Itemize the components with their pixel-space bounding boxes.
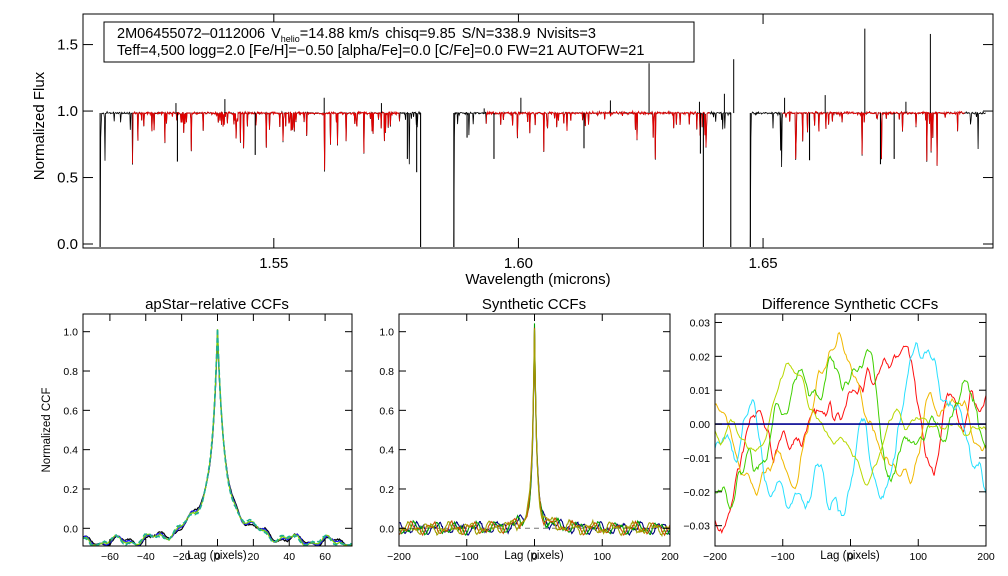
x-tick-label: −20 (173, 551, 191, 563)
star-id: 2M06455072–0112006 (117, 26, 265, 42)
y-tick-label: −0.03 (683, 521, 710, 533)
y-tick-label: 0.8 (63, 366, 78, 378)
y-tick-label: 0.0 (57, 236, 78, 253)
x-tick-label: 0 (848, 551, 854, 563)
ccf-trace-combined (82, 328, 353, 546)
difference-ccf-trace-3 (714, 342, 987, 516)
x-tick-label: −60 (101, 551, 119, 563)
y-tick-label: 0.6 (379, 405, 394, 417)
info-line-1: 2M06455072–0112006 Vhelio=14.88 km/s chisq… (117, 26, 596, 44)
x-tick-label: 1.60 (504, 255, 533, 272)
synthetic-ccf-trace-3 (399, 327, 671, 537)
apstar-ccf-y-axis-label: Normalized CCF (41, 388, 53, 473)
synthetic-ccf-x-axis-label: Lag (pixels) (504, 550, 564, 562)
apstar-ccf-frame (82, 313, 353, 547)
spectrum-y-axis-label: Normalized Flux (31, 71, 48, 180)
difference-ccf-trace-2 (714, 331, 987, 497)
y-tick-label: 0.01 (690, 385, 711, 397)
y-tick-label: 0.2 (63, 484, 78, 496)
y-tick-label: 0.0 (63, 523, 78, 535)
y-tick-label: 0.5 (57, 170, 78, 187)
y-tick-label: −0.01 (683, 453, 710, 465)
y-tick-label: 0.0 (379, 523, 394, 535)
ccf-trace-visit-1 (82, 331, 352, 546)
synthetic-ccf-panel: −200 −100 0 100 200 0.0 0.2 0.4 0.6 0.8 1.0 Synthe… (379, 296, 679, 563)
y-tick-label: −0.02 (683, 487, 710, 499)
observed-spectrum-2 (453, 110, 732, 248)
synthetic-ccf-title: Synthetic CCFs (482, 296, 586, 313)
synthetic-ccf-trace-4 (398, 329, 671, 538)
x-tick-label: 1.65 (748, 255, 777, 272)
y-tick-label: 0.2 (379, 484, 394, 496)
vhelio-value: =14.88 km/s (300, 26, 379, 42)
model-spectrum-1 (132, 110, 400, 170)
x-tick-label: 200 (977, 551, 995, 563)
difference-ccf-frame (714, 313, 987, 547)
ccf-trace-visit-3 (82, 329, 353, 546)
chisq-value: chisq=9.85 (385, 26, 456, 42)
model-spectrum-3 (782, 110, 965, 166)
x-tick-label: 200 (661, 551, 679, 563)
x-tick-label: 100 (593, 551, 611, 563)
x-tick-label: 0 (532, 551, 538, 563)
x-tick-label: −40 (137, 551, 155, 563)
synthetic-ccf-frame (398, 313, 671, 547)
difference-ccf-title: Difference Synthetic CCFs (762, 296, 938, 313)
x-tick-label: −100 (455, 551, 479, 563)
observed-spectrum-1 (99, 110, 421, 248)
x-tick-label: 20 (248, 551, 260, 563)
observed-spectrum-3 (749, 110, 986, 248)
x-tick-label: 40 (283, 551, 295, 563)
x-tick-label: 60 (319, 551, 331, 563)
x-tick-label: 1.55 (259, 255, 288, 272)
difference-ccf-panel: −200 −100 0 100 200 −0.03 −0.02 −0.01 0.00 0.01 0.… (683, 296, 994, 563)
difference-ccf-trace-1 (714, 345, 987, 534)
difference-ccf-trace-5 (714, 362, 987, 486)
info-box (103, 21, 695, 63)
y-tick-label: 0.4 (379, 445, 394, 457)
x-tick-label: −100 (771, 551, 795, 563)
x-tick-label: 100 (909, 551, 927, 563)
model-spectrum-2 (485, 109, 710, 159)
x-tick-label: 0 (215, 551, 221, 563)
ccf-trace-visit-2 (83, 330, 352, 546)
y-tick-label: 1.5 (57, 37, 78, 54)
x-tick-label: −200 (703, 551, 727, 563)
y-tick-label: 0.8 (379, 366, 394, 378)
y-tick-label: 0.02 (690, 351, 711, 363)
vhelio-subscript: helio (281, 34, 300, 44)
apstar-ccf-x-axis-label: Lag (pixels) (187, 550, 247, 562)
y-tick-label: 0.00 (690, 419, 711, 431)
difference-ccf-x-axis-label: Lag (pixels) (820, 550, 880, 562)
nvisits-value: Nvisits=3 (537, 26, 596, 42)
y-tick-label: 1.0 (57, 103, 78, 120)
snr-value: S/N=338.9 (462, 26, 531, 42)
difference-ccf-trace-4 (714, 348, 987, 510)
y-tick-label: 0.4 (63, 445, 78, 457)
apstar-ccf-panel: −60 −40 −20 0 20 40 60 0.0 0.2 0.4 0.6 0.8 1.0 apSta… (41, 296, 353, 563)
y-tick-label: 1.0 (63, 327, 78, 339)
x-tick-label: −200 (387, 551, 411, 563)
apstar-ccf-title: apStar−relative CCFs (145, 296, 289, 313)
y-tick-label: 1.0 (379, 327, 394, 339)
y-tick-label: 0.6 (63, 405, 78, 417)
vhelio-label: V (271, 26, 281, 42)
info-line-2: Teff=4,500 logg=2.0 [Fe/H]=−0.50 [alpha/… (117, 43, 644, 59)
y-tick-label: 0.03 (690, 317, 711, 329)
spectrum-panel: 1.55 1.60 1.65 0.0 0.5 1.0 1.5 2M06455072–0112… (31, 13, 994, 288)
spectrum-plot-frame (82, 13, 994, 249)
spectrum-x-axis-label: Wavelength (microns) (465, 271, 610, 288)
